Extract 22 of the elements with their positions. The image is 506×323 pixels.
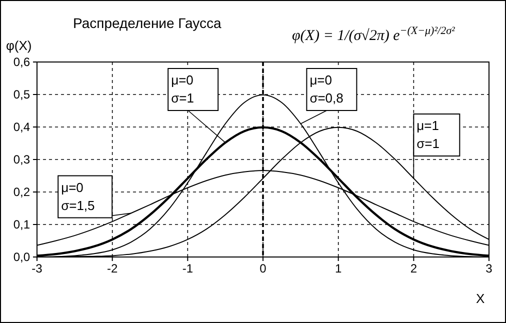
- series-label: μ=1 σ=1: [416, 118, 440, 151]
- y-tick-label: 0,4: [13, 120, 30, 134]
- y-tick-label: 0,6: [13, 54, 30, 69]
- y-axis-title: φ(X): [6, 38, 32, 53]
- y-tick-label: 0,5: [13, 87, 30, 102]
- x-tick-label: -3: [32, 262, 43, 276]
- text: φ(X) = 1/(σ√2π) e$^{−(X−μ)²/2σ²}$: [292, 25, 456, 44]
- x-tick-label: 2: [410, 262, 418, 276]
- x-axis-title: X: [476, 291, 485, 306]
- series-label: μ=0 σ=0,8: [310, 72, 344, 106]
- x-tick-label: -2: [106, 262, 118, 276]
- y-tick-label: 0,1: [13, 217, 30, 232]
- text: μ=0 σ=1: [171, 72, 194, 106]
- x-tick-label: 1: [334, 262, 342, 276]
- x-tick-label: 3: [486, 262, 493, 276]
- chart-title: Распределение Гаусса: [73, 15, 222, 31]
- y-tick-label: 0,0: [13, 250, 30, 264]
- x-tick-label: -1: [182, 262, 194, 276]
- y-tick-label: 0,2: [13, 184, 30, 199]
- x-tick-label: 0: [260, 262, 267, 276]
- series-label: μ=0 σ=1,5: [61, 180, 95, 213]
- y-tick-label: 0,3: [13, 152, 30, 166]
